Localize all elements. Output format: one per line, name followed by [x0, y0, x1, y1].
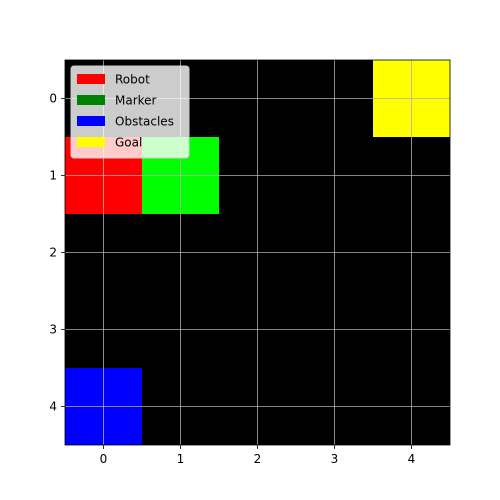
axis-ticks: 0 1 2 3 4 0 1 2 3 4: [49, 59, 451, 466]
x-tick-label: 2: [254, 452, 262, 466]
y-tick-label: 2: [49, 246, 57, 260]
y-tick-label: 1: [49, 169, 57, 183]
x-tick-label: 4: [408, 452, 416, 466]
legend-frame: [70, 65, 190, 159]
x-tick-label: 1: [177, 452, 185, 466]
legend-label-marker: Marker: [115, 94, 157, 108]
y-tick-label: 0: [49, 92, 57, 106]
axes-frame: [64, 59, 451, 446]
y-tick-label: 4: [49, 400, 57, 414]
legend-label-robot: Robot: [115, 73, 150, 87]
x-tick-label: 3: [331, 452, 339, 466]
legend-swatch-robot: [77, 74, 105, 84]
legend-label-obstacles: Obstacles: [115, 115, 174, 129]
y-tick-label: 3: [49, 323, 57, 337]
x-tick-label: 0: [100, 452, 108, 466]
legend-swatch-goal: [77, 137, 105, 147]
legend-swatch-marker: [77, 95, 105, 105]
legend: Robot Marker Obstacles Goal: [70, 65, 190, 159]
legend-label-goal: Goal: [115, 136, 142, 150]
legend-swatch-obstacles: [77, 116, 105, 126]
